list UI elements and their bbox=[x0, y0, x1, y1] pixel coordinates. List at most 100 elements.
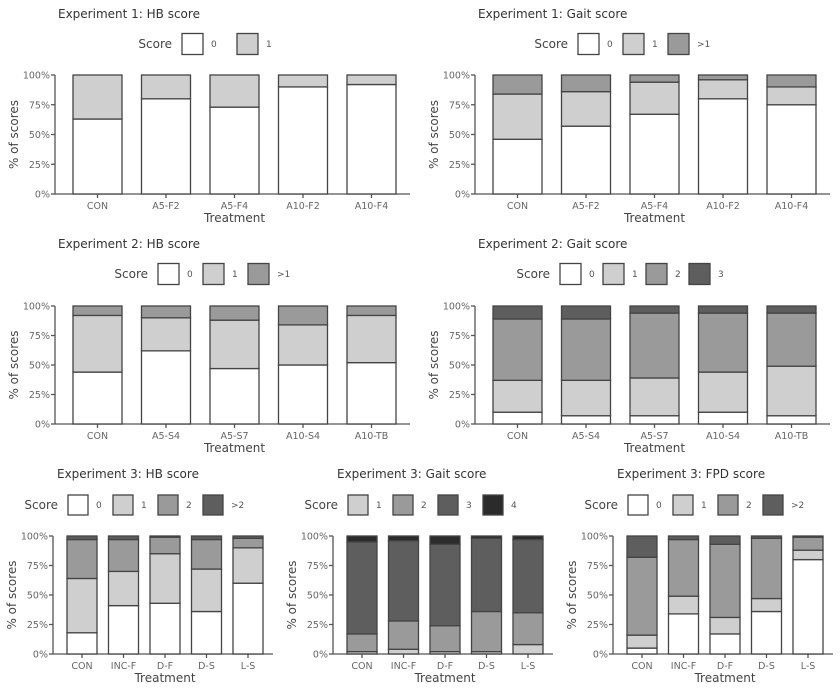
x-tick-label: CON bbox=[507, 431, 528, 442]
bar-segment-CON-score-0 bbox=[492, 138, 543, 195]
bar-segment-CON-score-gt1 bbox=[492, 74, 543, 95]
legend-swatch-0 bbox=[157, 262, 180, 286]
bar-segment-A10-TB-score-1 bbox=[346, 314, 397, 364]
x-tick-label: L-S bbox=[801, 661, 816, 672]
bar-segment-D-F-score-gt2 bbox=[149, 535, 181, 538]
bar-stack-L-S bbox=[232, 535, 264, 655]
y-tick-label: 100% bbox=[443, 302, 470, 313]
bar-stack-L-S bbox=[512, 535, 544, 655]
bar-segment-A5-F2-score-1 bbox=[140, 74, 192, 100]
legend-label-2: 2 bbox=[186, 501, 192, 511]
y-tick-label: 25% bbox=[29, 390, 50, 401]
bar-segment-CON-score-3 bbox=[346, 541, 378, 635]
y-tick-label: 0% bbox=[593, 650, 608, 661]
bar-segment-INC-F-score-0 bbox=[107, 604, 140, 655]
bar-stack-A10-F2 bbox=[277, 74, 329, 195]
y-axis-title: % of scores bbox=[427, 100, 441, 169]
y-tick-label: 0% bbox=[313, 650, 328, 661]
legend-swatch-1 bbox=[202, 262, 225, 286]
bar-segment-A10-TB-score-2 bbox=[766, 312, 817, 367]
bar-segment-A10-S4-score-3 bbox=[697, 305, 749, 314]
y-tick-label: 0% bbox=[35, 190, 50, 201]
bar-segment-INC-F-score-0 bbox=[667, 613, 700, 655]
legend-swatch-1 bbox=[236, 32, 259, 56]
bar-segment-INC-F-score-1 bbox=[387, 648, 420, 655]
bar-segment-D-S-score-2 bbox=[470, 610, 503, 653]
legend-title: Score bbox=[304, 498, 338, 512]
legend-label-0: 0 bbox=[607, 40, 613, 50]
bar-stack-A10-S4 bbox=[277, 305, 329, 425]
bar-stack-CON bbox=[72, 305, 123, 425]
bar-segment-A5-F4-score-1 bbox=[629, 81, 680, 115]
bar-segment-CON-score-0 bbox=[492, 411, 543, 425]
bar-segment-D-S-score-4 bbox=[470, 535, 503, 540]
y-tick-label: 0% bbox=[455, 190, 470, 201]
legend-swatch-1 bbox=[672, 494, 694, 516]
bar-stack-CON bbox=[72, 74, 123, 195]
y-tick-label: 50% bbox=[29, 361, 50, 372]
bar-stack-A5-F4 bbox=[209, 74, 260, 195]
x-tick-label: INC-F bbox=[671, 661, 696, 672]
bars bbox=[492, 305, 817, 425]
y-tick-label: 75% bbox=[449, 331, 470, 342]
x-tick-label: A5-F4 bbox=[641, 201, 668, 212]
bar-segment-CON-score-1 bbox=[72, 74, 123, 120]
legend-swatch-3 bbox=[437, 494, 459, 516]
bar-stack-INC-F bbox=[667, 535, 700, 655]
bar-segment-A10-S4-score-1 bbox=[697, 371, 749, 413]
legend-label-gt2: >2 bbox=[791, 501, 804, 511]
x-tick-label: CON bbox=[87, 431, 108, 442]
bar-segment-D-S-score-0 bbox=[190, 610, 223, 655]
legend-title: Score bbox=[534, 37, 568, 51]
bar-segment-L-S-score-1 bbox=[792, 549, 824, 561]
bar-segment-CON-score-2 bbox=[346, 633, 378, 653]
bar-segment-A5-S4-score-1 bbox=[560, 379, 612, 417]
chart-title: Experiment 2: Gait score bbox=[478, 237, 627, 251]
y-tick-label: 75% bbox=[27, 561, 48, 572]
bar-segment-CON-score-2 bbox=[66, 538, 98, 580]
chart-panel-4: Experiment 2: Gait score Score 0 1 2 3 0% 25% 50… bbox=[427, 237, 830, 455]
y-tick-label: 50% bbox=[27, 591, 48, 602]
bar-segment-D-S-score-gt2 bbox=[190, 535, 223, 541]
y-tick-label: 100% bbox=[301, 532, 328, 543]
bar-stack-A5-S7 bbox=[629, 305, 680, 425]
chart-panel-5: Experiment 3: HB score Score 0 1 2 >2 0% 25% 50%… bbox=[5, 467, 273, 685]
x-tick-label: D-F bbox=[437, 661, 453, 672]
bar-segment-A10-S4-score-1 bbox=[277, 324, 329, 366]
bar-segment-CON-score-1 bbox=[492, 379, 543, 413]
x-axis-title: Treatment bbox=[203, 441, 265, 455]
bar-segment-A5-S4-score-2 bbox=[560, 318, 612, 381]
bar-stack-CON bbox=[346, 535, 378, 655]
bar-segment-CON-score-1 bbox=[66, 577, 98, 634]
axes: 0% 25% 50% 75% 100% % of scores CON A5-S4 A5-S7 A… bbox=[427, 302, 830, 455]
legend-title: Score bbox=[24, 498, 58, 512]
x-tick-label: A5-S7 bbox=[220, 431, 248, 442]
x-tick-label: A10-F2 bbox=[706, 201, 740, 212]
bar-segment-D-S-score-1 bbox=[190, 568, 223, 613]
axes: 0% 25% 50% 75% 100% % of scores CON INC-F D-F D-S… bbox=[565, 532, 833, 685]
bar-segment-INC-F-score-3 bbox=[387, 540, 420, 622]
chart-title: Experiment 2: HB score bbox=[58, 237, 200, 251]
x-axis-title: Treatment bbox=[623, 211, 685, 225]
y-tick-label: 25% bbox=[29, 160, 50, 171]
legend: Score 0 1 2 3 bbox=[516, 262, 724, 286]
x-axis-title: Treatment bbox=[693, 671, 755, 685]
y-tick-label: 100% bbox=[21, 532, 48, 543]
bar-stack-INC-F bbox=[107, 535, 140, 655]
bar-segment-L-S-score-gt2 bbox=[232, 535, 264, 540]
y-tick-label: 75% bbox=[29, 100, 50, 111]
y-axis-title: % of scores bbox=[285, 560, 299, 629]
legend-label-1: 1 bbox=[232, 270, 238, 280]
bar-segment-A5-S4-score-3 bbox=[560, 305, 612, 320]
bar-segment-INC-F-score-1 bbox=[667, 595, 700, 615]
y-tick-label: 50% bbox=[307, 591, 328, 602]
bar-stack-A5-F4 bbox=[629, 74, 680, 195]
chart-panel-3: Experiment 2: HB score Score 0 1 >1 0% 25% 50% 7… bbox=[7, 237, 410, 455]
chart-title: Experiment 3: Gait score bbox=[337, 467, 486, 481]
bar-segment-CON-score-0 bbox=[66, 632, 98, 655]
bar-segment-INC-F-score-2 bbox=[667, 538, 700, 597]
legend-swatch-2 bbox=[645, 262, 668, 286]
chart-panel-7: Experiment 3: FPD score Score 0 1 2 >2 0% 25% 50… bbox=[565, 467, 833, 685]
bar-segment-CON-score-gt2 bbox=[66, 535, 98, 541]
